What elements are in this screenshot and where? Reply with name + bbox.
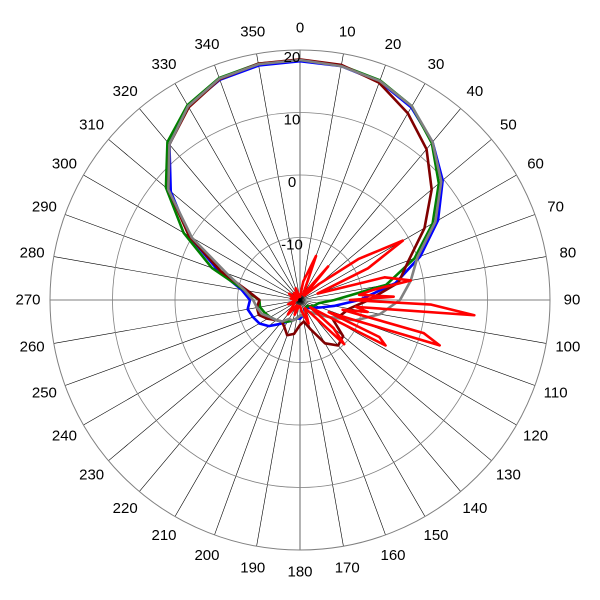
ring-20 xyxy=(49,49,551,551)
angle-tick-label-90: 90 xyxy=(564,292,581,309)
angle-tick-label-270: 270 xyxy=(15,292,40,309)
angle-tick-label-60: 60 xyxy=(527,156,544,173)
angle-tick-label-150: 150 xyxy=(423,527,448,544)
angle-tick-label-130: 130 xyxy=(496,466,521,483)
angle-tick-label-70: 70 xyxy=(547,198,564,215)
angle-tick-label-310: 310 xyxy=(79,117,104,134)
angle-tick-label-220: 220 xyxy=(113,500,138,517)
angle-tick-label-300: 300 xyxy=(52,156,77,173)
angle-tick-label-190: 190 xyxy=(240,559,265,576)
angle-tick-label-120: 120 xyxy=(523,428,548,445)
angle-tick-label-110: 110 xyxy=(544,385,568,402)
ring-0 xyxy=(174,174,426,426)
angle-tick-label-280: 280 xyxy=(20,244,45,261)
angle-tick-label-30: 30 xyxy=(428,56,445,73)
angle-tick-label-80: 80 xyxy=(560,244,577,261)
angle-tick-label-180: 180 xyxy=(287,564,312,581)
angle-tick-label-50: 50 xyxy=(500,117,517,134)
angle-tick-label-230: 230 xyxy=(79,466,104,483)
series-line-5 xyxy=(286,239,476,347)
angle-tick-label-330: 330 xyxy=(151,56,176,73)
angle-tick-label-340: 340 xyxy=(194,36,219,53)
angle-tick-label-170: 170 xyxy=(335,559,360,576)
series-line-3 xyxy=(167,58,433,347)
angle-tick-label-160: 160 xyxy=(381,547,406,564)
radial-tick-labels: -10 0 10 20 xyxy=(281,49,303,254)
angle-tick-label-250: 250 xyxy=(32,385,57,402)
series-layer xyxy=(164,58,476,347)
angle-tick-label-0: 0 xyxy=(296,20,304,37)
angle-tick-labels: 0 102030405060708090100110120130140150160… xyxy=(15,20,580,581)
radial-tick-label-20: 20 xyxy=(284,49,301,66)
series-line-4 xyxy=(167,58,443,323)
radial-tick-label--10: -10 xyxy=(281,237,303,254)
angle-tick-label-200: 200 xyxy=(194,547,219,564)
angle-tick-label-240: 240 xyxy=(52,428,77,445)
angle-tick-label-210: 210 xyxy=(151,527,176,544)
angle-tick-label-10: 10 xyxy=(339,24,356,41)
angle-tick-label-140: 140 xyxy=(462,500,487,517)
angle-tick-label-350: 350 xyxy=(240,24,265,41)
angle-tick-label-320: 320 xyxy=(113,83,138,100)
angle-tick-label-20: 20 xyxy=(385,36,402,53)
angle-tick-label-100: 100 xyxy=(555,339,580,356)
radial-tick-label-0: 0 xyxy=(288,174,296,191)
radial-tick-label-10: 10 xyxy=(284,112,301,129)
angle-tick-label-290: 290 xyxy=(32,198,57,215)
angle-tick-label-40: 40 xyxy=(466,83,483,100)
ring-10 xyxy=(112,112,488,488)
angle-tick-label-260: 260 xyxy=(20,339,45,356)
